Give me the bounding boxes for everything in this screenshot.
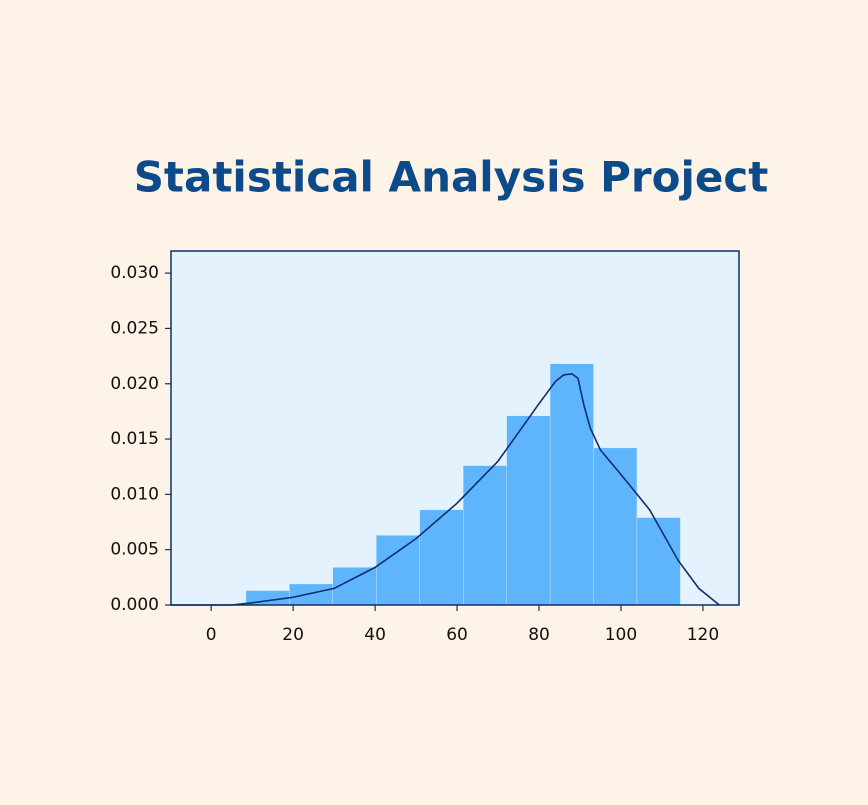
- bar: [419, 509, 464, 606]
- y-tick-label: 0.025: [110, 318, 159, 338]
- y-tick-label: 0.000: [110, 595, 159, 615]
- bar: [463, 465, 507, 606]
- kde-line: [171, 372, 720, 606]
- y-tick-label: 0.015: [110, 429, 159, 449]
- x-tick-label: 0: [206, 625, 217, 645]
- y-tick-label: 0.020: [110, 374, 159, 394]
- y-tick-label: 0.010: [110, 484, 159, 504]
- y-tick-label: 0.030: [110, 263, 159, 283]
- plot-frame: [170, 250, 740, 606]
- bar: [376, 535, 420, 606]
- x-tick-label: 40: [364, 625, 386, 645]
- bar: [593, 447, 638, 606]
- bar: [506, 415, 551, 606]
- x-tick-label: 20: [282, 625, 304, 645]
- bar: [289, 583, 334, 606]
- x-tick-label: 120: [687, 625, 719, 645]
- x-tick-label: 100: [605, 625, 637, 645]
- bar: [636, 517, 681, 606]
- chart-title: Statistical Analysis Project: [134, 153, 769, 202]
- x-tick-label: 60: [446, 625, 468, 645]
- bar: [549, 363, 594, 606]
- y-tick-label: 0.005: [110, 540, 159, 560]
- x-tick-label: 80: [528, 625, 550, 645]
